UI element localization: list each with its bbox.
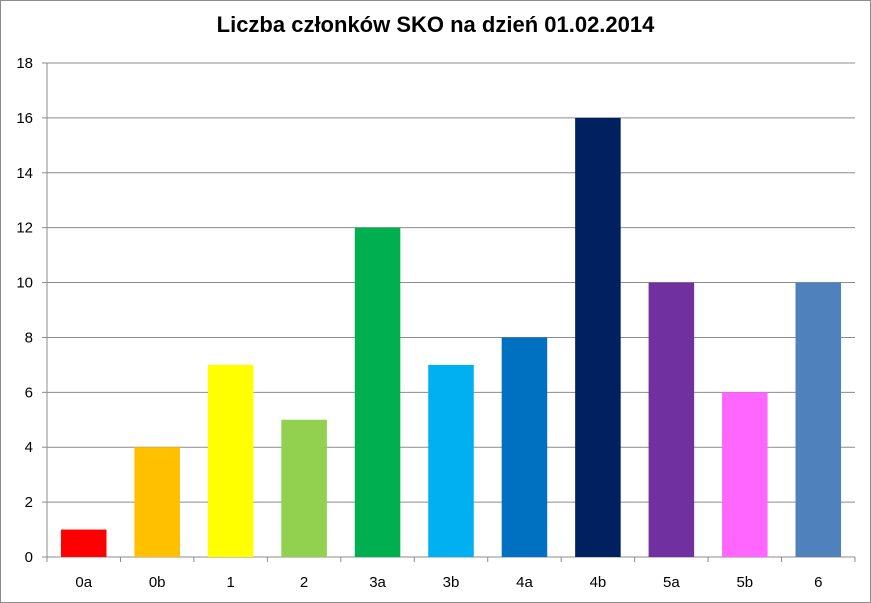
x-tick-label: 3b — [443, 574, 460, 591]
x-tick-label: 2 — [300, 574, 308, 591]
y-tick-label: 12 — [16, 220, 33, 237]
y-tick-label: 0 — [25, 549, 33, 566]
bar-3b — [428, 364, 474, 557]
y-tick-label: 2 — [25, 494, 33, 511]
y-tick-label: 16 — [16, 110, 33, 127]
bar-1 — [207, 364, 254, 557]
x-tick-label: 0b — [149, 574, 166, 591]
y-tick-label: 8 — [25, 329, 33, 346]
bar-0a — [60, 529, 107, 557]
bar-3a — [354, 227, 401, 557]
bar-4a — [501, 337, 548, 557]
x-tick-label: 1 — [226, 574, 234, 591]
x-tick-label: 6 — [814, 574, 822, 591]
y-tick-label: 18 — [16, 55, 33, 72]
x-tick-label: 4b — [590, 574, 607, 591]
bar-4b — [575, 117, 621, 557]
bar-0b — [134, 447, 180, 557]
bar-5a — [648, 282, 695, 557]
x-tick-label: 4a — [516, 574, 533, 591]
bar-5b — [722, 392, 768, 557]
bar-2 — [281, 419, 327, 557]
chart-title: Liczba członków SKO na dzień 01.02.2014 — [216, 12, 655, 37]
x-tick-label: 5a — [663, 574, 680, 591]
bar-6 — [795, 282, 842, 557]
y-tick-label: 10 — [16, 275, 33, 292]
y-tick-label: 6 — [25, 384, 33, 401]
x-tick-label: 3a — [369, 574, 386, 591]
x-tick-label: 5b — [736, 574, 753, 591]
y-tick-label: 14 — [16, 165, 33, 182]
y-tick-label: 4 — [25, 439, 33, 456]
x-tick-label: 0a — [75, 574, 92, 591]
